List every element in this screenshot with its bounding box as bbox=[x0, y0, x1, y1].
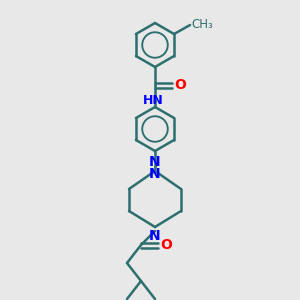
Text: HN: HN bbox=[143, 94, 164, 106]
Text: CH₃: CH₃ bbox=[191, 19, 213, 32]
Text: O: O bbox=[174, 78, 186, 92]
Text: N: N bbox=[149, 229, 161, 243]
Text: N: N bbox=[149, 167, 161, 181]
Text: N: N bbox=[149, 155, 161, 169]
Text: O: O bbox=[160, 238, 172, 252]
